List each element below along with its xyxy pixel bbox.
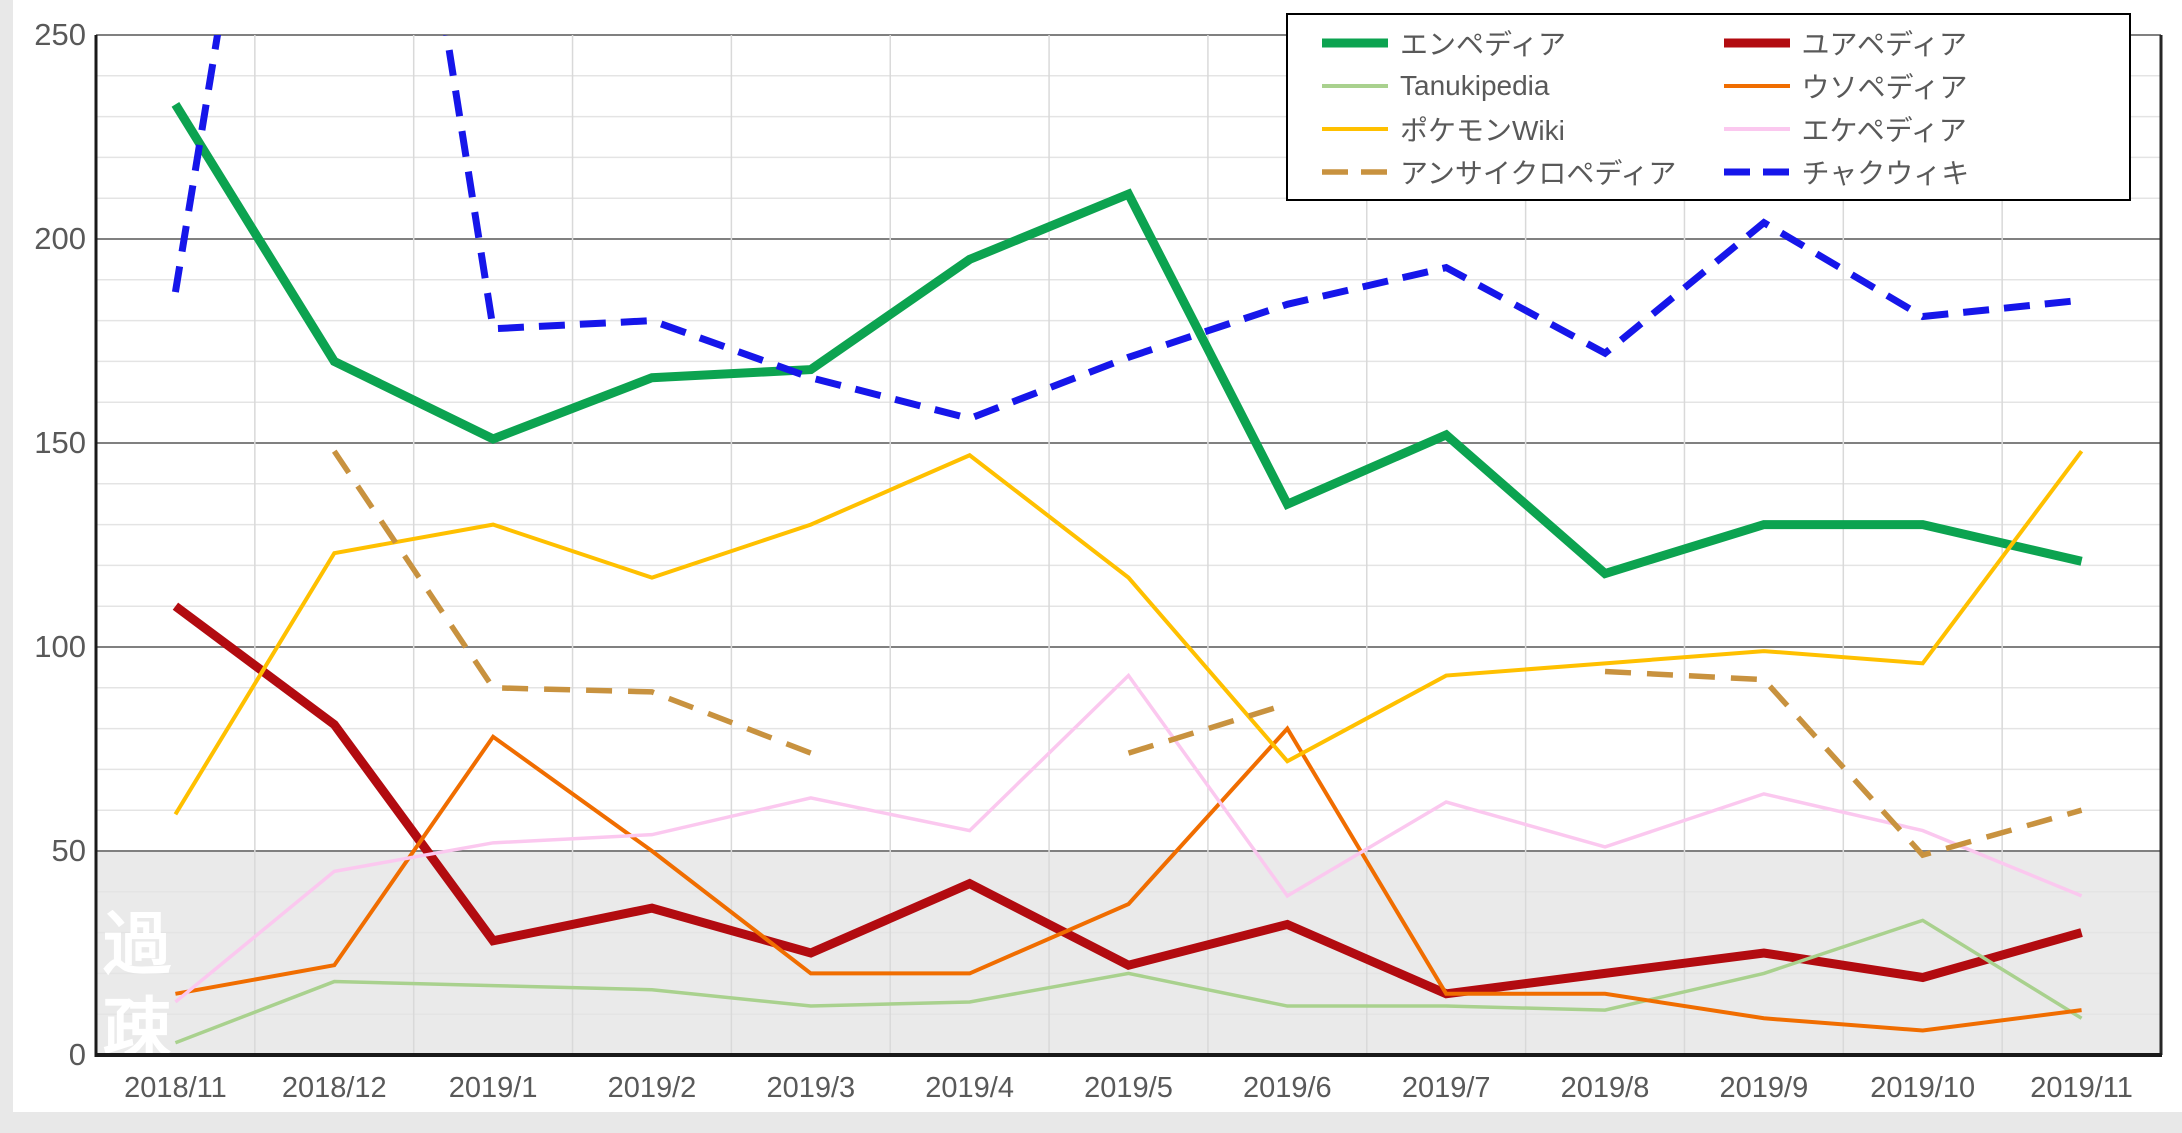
series-line-yourpedia: [172, 602, 2083, 999]
series-line-pokemon-wiki: [173, 449, 2084, 816]
y-tick-label: 100: [34, 629, 86, 664]
x-tick-label: 2019/3: [766, 1072, 856, 1104]
legend-swatch-usopedia: [1723, 83, 1790, 88]
x-tick-label: 2019/6: [1242, 1072, 1332, 1104]
x-tick-label: 2018/11: [124, 1072, 227, 1104]
x-tick-label: 2019/11: [2030, 1072, 2133, 1104]
legend-box: エンペディア ユアペディア Tanukipedia ウソペディアポケモンWiki エケペ…: [1286, 13, 2131, 201]
series-line-uncyclopedia: [331, 449, 812, 756]
x-tick-label: 2019/1: [448, 1072, 538, 1104]
x-tick-label: 2019/4: [925, 1072, 1014, 1104]
legend-swatch-chakuwiki: [1723, 168, 1790, 175]
legend-label: チャクウィキ: [1801, 157, 1970, 189]
x-tick-label: 2019/9: [1719, 1072, 1809, 1104]
left-margin-strip: [0, 0, 13, 1133]
y-tick-label: 150: [34, 425, 86, 460]
bottom-margin-strip: [0, 1112, 2182, 1133]
legend-swatch-ekepedia: [1723, 126, 1790, 131]
series-line-chakuwiki: [171, 35, 2082, 423]
legend-item-tanukipedia: Tanukipedia: [1320, 64, 1722, 107]
legend-swatch-empedia: [1322, 38, 1388, 47]
legend-item-yourpedia: ユアペディア: [1722, 21, 2124, 64]
y-tick-label: 250: [34, 17, 86, 52]
legend-label: エケペディア: [1801, 114, 1967, 146]
x-tick-label: 2019/7: [1401, 1072, 1491, 1104]
series-line-ekepedia: [174, 672, 2083, 1004]
legend-label: ユアペディア: [1801, 28, 1967, 60]
series-line-uncyclopedia: [1604, 668, 2083, 859]
legend-swatch-pokemon-wiki: [1322, 126, 1388, 131]
legend-label: エンペディア: [1400, 28, 1567, 60]
x-tick-label: 2019/5: [1084, 1072, 1173, 1104]
kaso-label-char: 過: [103, 907, 172, 983]
legend-item-uncyclopedia: アンサイクロペディア: [1320, 150, 1722, 193]
legend-label: ウソペディア: [1801, 71, 1968, 103]
legend-label: ポケモンWiki: [1400, 114, 1565, 146]
series-line-tanukipedia: [174, 918, 2083, 1045]
x-tick-label: 2018/12: [281, 1072, 387, 1104]
y-tick-label: 0: [68, 1037, 86, 1072]
legend-item-empedia: エンペディア: [1320, 21, 1722, 64]
series-line-uncyclopedia: [1127, 701, 1289, 756]
series-line-empedia: [171, 101, 2083, 579]
legend-item-ekepedia: エケペディア: [1722, 107, 2124, 150]
series-line-usopedia: [175, 725, 2082, 1033]
y-tick-label: 200: [34, 221, 86, 256]
x-tick-label: 2019/8: [1560, 1072, 1650, 1104]
legend-swatch-uncyclopedia: [1322, 168, 1388, 175]
x-tick-label: 2019/2: [607, 1072, 697, 1104]
legend-item-pokemon-wiki: ポケモンWiki: [1320, 107, 1722, 150]
series-group: [171, 35, 2084, 1045]
legend-item-chakuwiki: チャクウィキ: [1722, 150, 2124, 193]
legend-swatch-tanukipedia: [1322, 83, 1388, 88]
legend-label: アンサイクロペディア: [1400, 157, 1677, 189]
legend-item-usopedia: ウソペディア: [1722, 64, 2124, 107]
y-tick-label: 50: [51, 833, 86, 868]
legend-label: Tanukipedia: [1400, 69, 1550, 101]
legend-swatch-yourpedia: [1723, 38, 1790, 47]
x-tick-label: 2019/10: [1870, 1072, 1976, 1104]
